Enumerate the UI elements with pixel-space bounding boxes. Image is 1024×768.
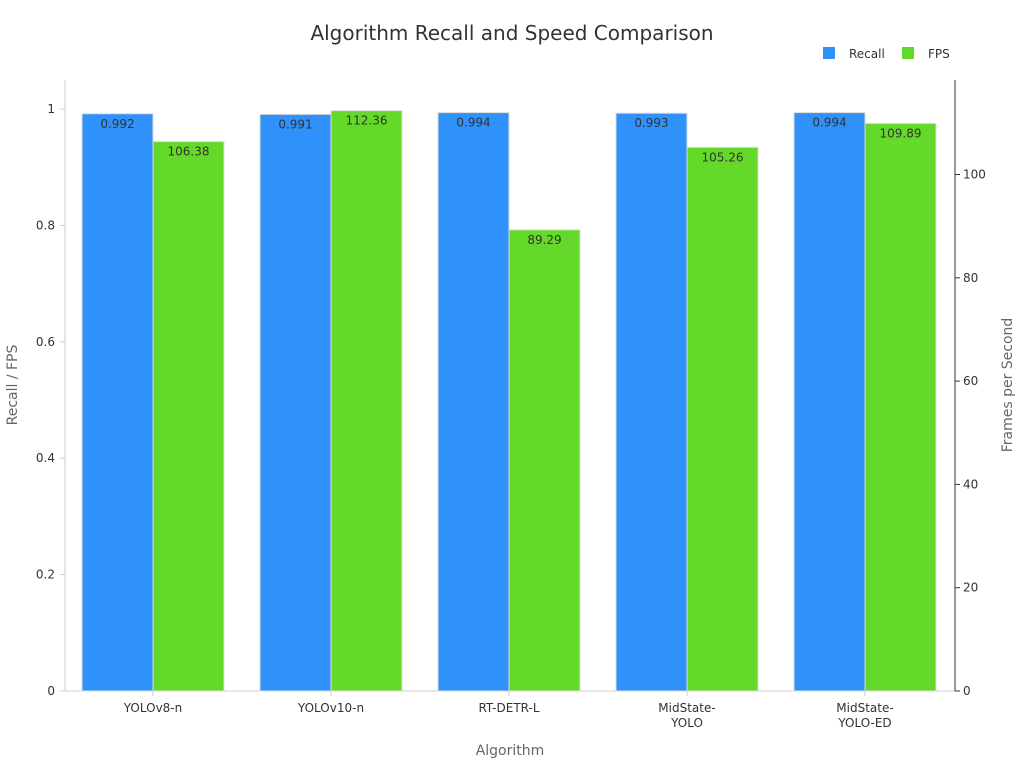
legend-label-fps: FPS [928,47,950,61]
bar-recall [793,112,866,692]
y2-tick-label: 100 [963,168,986,182]
y2-axis-label: Frames per Second [1000,318,1016,453]
chart-title: Algorithm Recall and Speed Comparison [310,21,713,45]
bar-fps [330,110,403,692]
bar-recall [615,112,688,692]
legend-label-recall: Recall [849,47,885,61]
y2-tick-label: 80 [963,271,978,285]
y2-tick-label: 0 [963,684,971,698]
data-label-recall: 0.994 [812,116,846,130]
data-label-recall: 0.994 [456,116,490,130]
bar-fps [508,229,581,692]
bar-fps [864,122,937,692]
x-tick-label: YOLOv8-n [123,701,183,715]
bar-fps [152,141,225,692]
y-tick-label: 0.2 [36,568,55,582]
y-tick-label: 0 [47,684,55,698]
plot-area: 0 0.2 0.4 0.6 0.8 1 0 20 40 60 80 100 0.992 106.38 YOL… [36,80,986,730]
y2-tick-label: 60 [963,374,978,388]
x-tick-label: RT-DETR-L [478,701,539,715]
x-tick-label: YOLO-ED [837,716,891,730]
legend-swatch-recall [823,47,835,59]
data-label-fps: 105.26 [702,150,744,164]
bar-recall [437,112,510,692]
bar-recall [259,113,332,692]
data-label-fps: 109.89 [880,126,922,140]
x-tick-label: YOLO [670,716,703,730]
y-tick-label: 0.4 [36,451,55,465]
legend-swatch-fps [902,47,914,59]
x-tick-label: YOLOv10-n [297,701,364,715]
data-label-fps: 112.36 [346,114,388,128]
x-tick-label: MidState- [658,701,715,715]
y-tick-label: 0.8 [36,218,55,232]
y2-tick-label: 40 [963,477,978,491]
data-label-recall: 0.992 [100,117,134,131]
x-axis-label: Algorithm [476,743,545,759]
data-label-recall: 0.991 [278,117,312,131]
bar-fps [686,146,759,692]
data-label-fps: 89.29 [527,233,561,247]
y2-tick-label: 20 [963,581,978,595]
legend: Recall FPS [823,47,950,61]
y-axis-label: Recall / FPS [5,345,21,426]
y-tick-label: 0.6 [36,335,55,349]
data-label-recall: 0.993 [634,116,668,130]
y-tick-label: 1 [47,102,55,116]
bar-recall [81,113,154,692]
data-label-fps: 106.38 [168,145,210,159]
x-tick-label: MidState- [836,701,893,715]
